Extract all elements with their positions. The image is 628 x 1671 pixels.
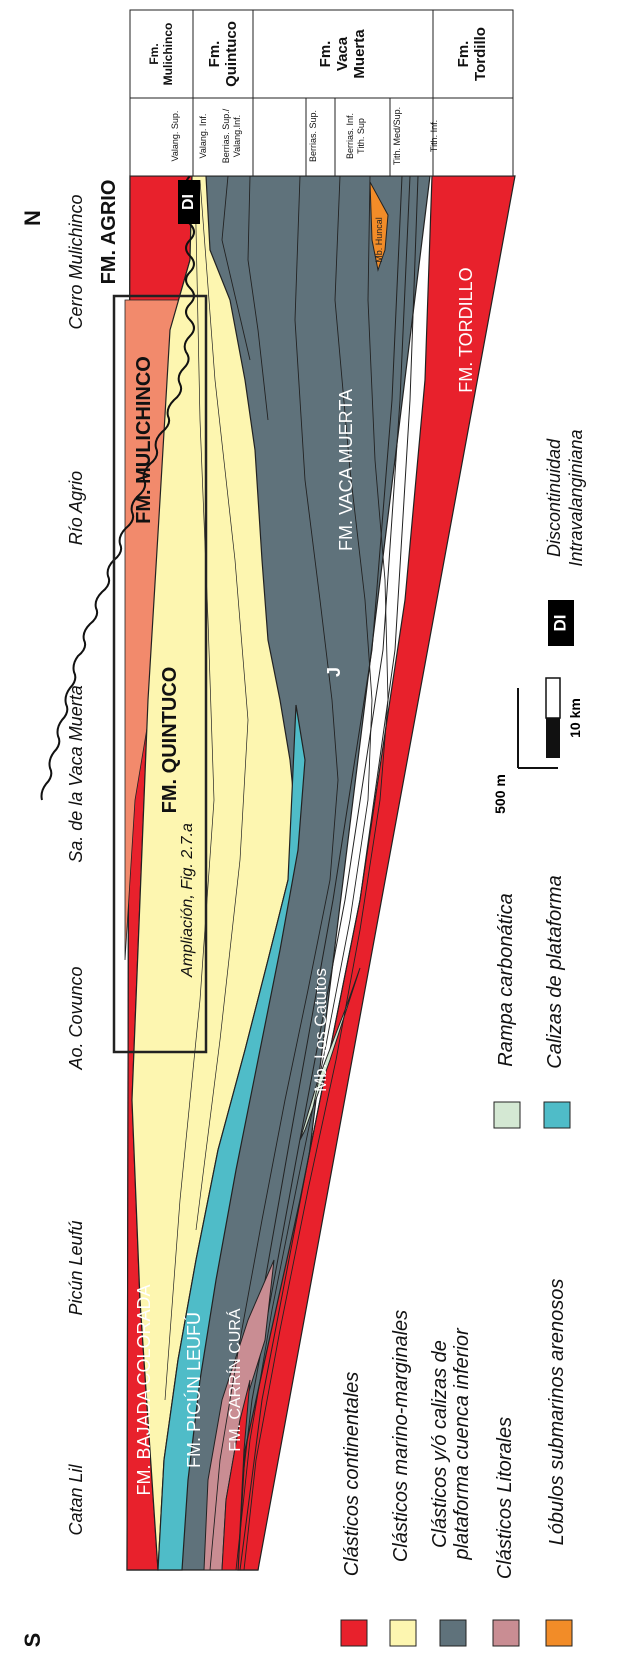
label-fm-bajada-colorada: FM. BAJADA COLORADA [134, 1284, 154, 1495]
age-tith-inf: Tith. Inf. [429, 120, 439, 152]
legend-label-plataforma-cuenca-2: plataforma cuenca inferior [451, 1327, 473, 1561]
hdr-vaca-1: Fm. [317, 41, 334, 68]
hdr-tordillo-2: Tordillo [472, 27, 489, 81]
legend-label-rampa: Rampa carbonática [495, 893, 517, 1066]
legend-di-badge: DI [550, 615, 569, 632]
age-berrias-tith-2: Tith. Sup [356, 118, 366, 154]
header-formation-names: Fm. Mulichinco Fm. Quintuco Fm. Vaca Mue… [147, 21, 489, 87]
continental-lower-unit [221, 1379, 251, 1571]
age-berrias-valang-1: Berrias. Sup./ [221, 108, 231, 163]
loc-sa-vaca-muerta: Sa. de la Vaca Muerta [66, 685, 86, 862]
compass-north: N [20, 210, 45, 226]
compass-south: S [20, 1633, 45, 1648]
age-valang-inf: Valang. Inf. [198, 114, 208, 159]
loc-picun-leufu: Picún Leufú [66, 1220, 86, 1315]
scale-vertical-label: 500 m [492, 774, 508, 814]
carrin-cura-unit [203, 1259, 275, 1571]
scale-horizontal-label: 10 km [567, 698, 583, 738]
loc-cerro-mulichinco: Cerro Mulichinco [66, 194, 86, 329]
picun-leufu-unit [157, 704, 306, 1571]
legend-label-litorales: Clásticos Litorales [494, 1417, 516, 1579]
legend-label-lobulos: Lóbulos submarinos arenosos [546, 1279, 568, 1546]
loc-ao-covunco: Ao. Covunco [66, 966, 86, 1070]
label-mb-huncal: Mb. Huncal [374, 217, 384, 263]
tordillo-unit [237, 175, 516, 1571]
legend-label-continental: Clásticos continentales [341, 1372, 363, 1577]
legend-di-label-1: Discontinuidad [544, 438, 564, 557]
hdr-vaca-2: Vaca [334, 36, 351, 71]
legend-swatch-rampa [493, 1101, 521, 1129]
age-berrias-valang-2: Valang.Inf. [232, 115, 242, 157]
di-badge-label: DI [180, 194, 197, 210]
label-fm-tordillo: FM. TORDILLO [456, 267, 476, 392]
label-fm-agrio: FM. AGRIO [98, 180, 120, 285]
age-valang-sup: Valang. Sup. [170, 111, 180, 162]
label-fm-carrin-cura: FM. CARRÍN CURÁ [225, 1308, 244, 1451]
legend-swatch-calizas [543, 1101, 571, 1129]
scale-bar: 500 m 10 km [492, 677, 583, 814]
label-fm-quintuco: FM. QUINTUCO [159, 667, 181, 814]
legend-label-calizas: Calizas de plataforma [544, 875, 566, 1068]
hdr-mulichinco-2: Mulichinco [161, 23, 175, 86]
legend-swatch-marino [389, 1619, 417, 1647]
ampliacion-box [112, 294, 208, 1054]
hdr-mulichinco-1: Fm. [147, 43, 161, 64]
cross-section: DI [40, 175, 516, 1571]
legend-swatch-continental [340, 1619, 368, 1647]
legend-label-plataforma-cuenca-1: Clásticos y/ó calizas de [429, 1340, 451, 1548]
label-fm-mulichinco: FM. MULICHINCO [133, 356, 155, 524]
loc-rio-agrio: Río Agrio [66, 471, 86, 545]
label-fm-vaca-muerta: FM. VACA MUERTA [336, 389, 356, 551]
age-berrias-tith-1: Berrias. Inf. [345, 113, 355, 159]
header-ages: Valang. Sup. Valang. Inf. Berrias. Sup./… [170, 107, 439, 165]
di-legend: DI Discontinuidad Intravalanginiana [544, 429, 586, 646]
age-tith-med: Tith. Med/Sup. [392, 107, 402, 165]
formation-labels: FM. AGRIO FM. MULICHINCO FM. QUINTUCO Am… [98, 180, 476, 1496]
label-j: J [324, 667, 344, 677]
di-unconformity-line [40, 175, 195, 801]
hdr-vaca-3: Muerta [351, 29, 368, 79]
localities: N Cerro Mulichinco Río Agrio Sa. de la V… [20, 194, 86, 1647]
legend-swatch-litorales [492, 1619, 520, 1647]
hdr-tordillo-1: Fm. [455, 41, 472, 68]
legend-swatch-lobulos [545, 1619, 573, 1647]
label-mb-los-catutos: Mb. Los Catutos [311, 968, 330, 1092]
age-berrias-sup: Berrias. Sup. [308, 110, 318, 162]
header-table [129, 9, 514, 177]
di-badge-box [178, 180, 200, 224]
legend-di-label-2: Intravalanginiana [566, 429, 586, 566]
huncal-unit [369, 181, 389, 272]
legend-label-marino: Clásticos marino-marginales [390, 1310, 412, 1562]
label-ampliacion: Ampliación, Fig. 2.7.a [179, 823, 196, 978]
hdr-quintuco-2: Quintuco [223, 21, 240, 87]
loc-catan-lil: Catan Lil [66, 1463, 86, 1535]
legend: Clásticos continentales Clásticos marino… [340, 875, 573, 1647]
label-fm-picun-leufu: FM. PICÚN LEUFÚ [183, 1312, 204, 1468]
hdr-quintuco-1: Fm. [206, 41, 223, 68]
legend-swatch-plataforma-cuenca [439, 1619, 467, 1647]
